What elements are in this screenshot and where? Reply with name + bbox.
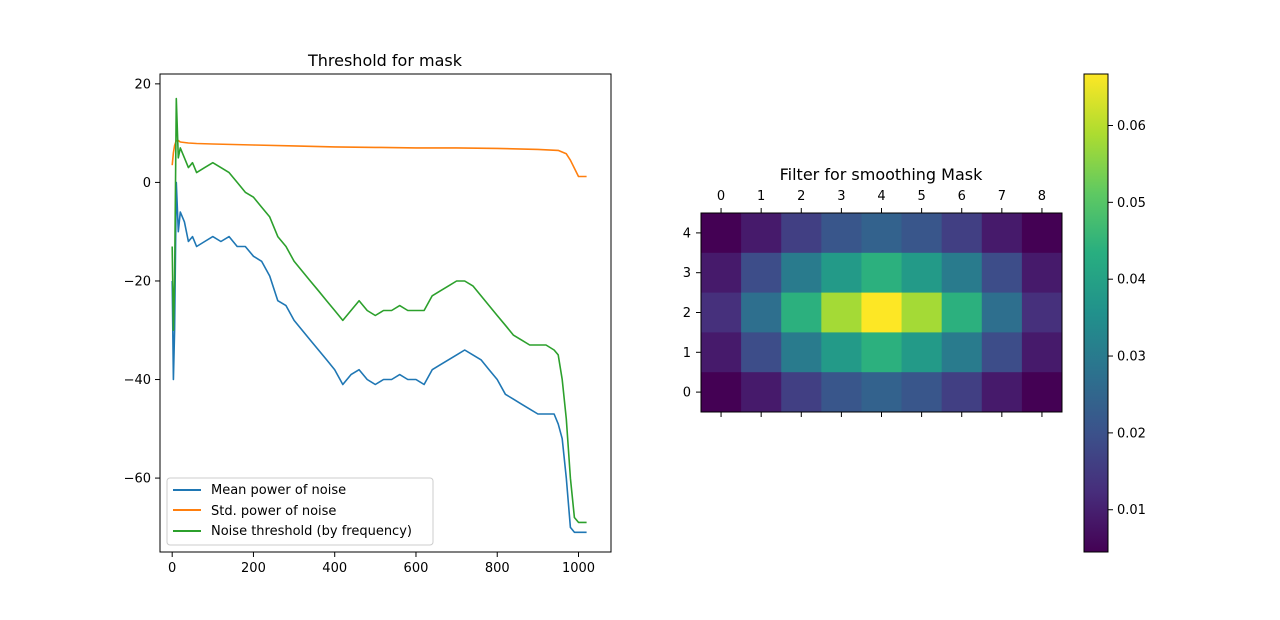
line-chart-frame	[159, 73, 612, 553]
heatmap-cell-4-2	[781, 213, 822, 254]
heatmap-cell-3-1	[741, 252, 782, 294]
heatmap-x-tick-label-5: 5	[917, 189, 925, 204]
y-tick-label-0: 20	[134, 77, 151, 92]
line-chart-title: Threshold for mask	[307, 51, 463, 70]
legend-label-mean: Mean power of noise	[211, 483, 346, 498]
x-tick-label-1: 200	[241, 561, 266, 576]
heatmap-cell-0-4	[861, 372, 903, 413]
heatmap-cell-3-7	[981, 252, 1023, 294]
heatmap-y-tick-label-0: 4	[683, 226, 691, 241]
heatmap-x-ticks: 0 1 2 3 4 5 6 7 8	[717, 189, 1046, 417]
colorbar-tick-label-4: 0.05	[1117, 196, 1146, 211]
heatmap-cell-2-7	[981, 292, 1023, 333]
x-tick-label-5: 1000	[562, 561, 595, 576]
legend-label-std: Std. power of noise	[211, 504, 336, 519]
heatmap-cell-1-1	[741, 332, 782, 373]
y-tick-label-4: −60	[124, 472, 151, 487]
heatmap-cells	[701, 213, 1063, 413]
line-series-group	[171, 97, 587, 534]
heatmap-cell-2-6	[941, 292, 983, 333]
heatmap-cell-0-1	[741, 372, 782, 413]
colorbar-tick-label-3: 0.04	[1117, 273, 1146, 288]
series-line-2	[171, 97, 587, 524]
colorbar-ticks: 0.01 0.02 0.03 0.04 0.05 0.06	[1108, 119, 1146, 518]
heatmap-cell-3-2	[781, 252, 822, 294]
heatmap-cell-1-7	[981, 332, 1023, 373]
heatmap-cell-3-6	[941, 252, 983, 294]
heatmap-cell-4-5	[901, 213, 943, 254]
heatmap-cell-4-8	[1021, 213, 1063, 254]
colorbar: 0.01 0.02 0.03 0.04 0.05 0.06	[1083, 73, 1146, 553]
heatmap-cell-3-8	[1021, 252, 1063, 294]
line-chart: Threshold for mask 0 200 400 600 800 1000 200…	[124, 51, 612, 576]
heatmap-x-tick-label-6: 6	[958, 189, 966, 204]
heatmap-cell-2-8	[1021, 292, 1063, 333]
heatmap-cell-2-3	[821, 292, 862, 333]
heatmap-cell-0-3	[821, 372, 862, 413]
y-tick-label-1: 0	[143, 176, 151, 191]
legend-box	[166, 477, 434, 546]
heatmap-cell-0-7	[981, 372, 1023, 413]
legend-label-threshold: Noise threshold (by frequency)	[211, 524, 412, 539]
heatmap-cell-3-5	[901, 252, 943, 294]
heatmap-cell-4-1	[741, 213, 782, 254]
line-chart-y-ticks: 20 0 −20 −40 −60	[124, 77, 160, 487]
heatmap-cell-2-0	[701, 292, 742, 333]
heatmap-cell-4-6	[941, 213, 983, 254]
heatmap-cell-1-5	[901, 332, 943, 373]
heatmap-y-tick-label-1: 3	[683, 266, 691, 281]
x-tick-label-0: 0	[168, 561, 176, 576]
heatmap-x-tick-label-1: 1	[757, 189, 765, 204]
heatmap-x-tick-label-3: 3	[837, 189, 845, 204]
heatmap-cell-3-0	[701, 252, 742, 294]
heatmap-y-tick-label-2: 2	[683, 306, 691, 321]
heatmap-cell-0-0	[701, 372, 742, 413]
y-tick-label-3: −40	[124, 373, 151, 388]
heatmap-y-tick-label-4: 0	[683, 386, 691, 401]
heatmap-x-tick-label-0: 0	[717, 189, 725, 204]
series-line-0	[171, 181, 587, 534]
colorbar-tick-label-0: 0.01	[1117, 503, 1146, 518]
heatmap-cell-4-3	[821, 213, 862, 254]
x-tick-label-2: 400	[322, 561, 347, 576]
heatmap-cell-3-3	[821, 252, 862, 294]
colorbar-tick-label-2: 0.03	[1117, 350, 1146, 365]
colorbar-tick-label-5: 0.06	[1117, 119, 1146, 134]
heatmap-cell-0-2	[781, 372, 822, 413]
colorbar-gradient	[1083, 73, 1109, 553]
x-tick-label-3: 600	[404, 561, 429, 576]
heatmap-x-tick-label-8: 8	[1038, 189, 1046, 204]
heatmap-cell-2-1	[741, 292, 782, 333]
heatmap-cell-2-4	[861, 292, 903, 333]
heatmap-cell-1-3	[821, 332, 862, 373]
heatmap-cell-1-4	[861, 332, 903, 373]
heatmap-title: Filter for smoothing Mask	[780, 165, 983, 184]
line-chart-x-ticks: 0 200 400 600 800 1000	[168, 552, 595, 576]
heatmap-cell-1-6	[941, 332, 983, 373]
heatmap-y-tick-label-3: 1	[683, 346, 691, 361]
heatmap-y-ticks: 4 3 2 1 0	[683, 226, 701, 401]
heatmap-cell-4-7	[981, 213, 1023, 254]
heatmap-x-tick-label-2: 2	[797, 189, 805, 204]
heatmap-cell-2-2	[781, 292, 822, 333]
heatmap-chart: Filter for smoothing Mask 0 1 2 3 4 5 6 7 8 4 3 2 1…	[683, 165, 1063, 417]
heatmap-cell-3-4	[861, 252, 903, 294]
heatmap-cell-4-4	[861, 213, 903, 254]
heatmap-cell-0-6	[941, 372, 983, 413]
heatmap-cell-1-0	[701, 332, 742, 373]
heatmap-cell-0-5	[901, 372, 943, 413]
y-tick-label-2: −20	[124, 274, 151, 289]
heatmap-cell-2-5	[901, 292, 943, 333]
heatmap-x-tick-label-7: 7	[998, 189, 1006, 204]
heatmap-cell-0-8	[1021, 372, 1063, 413]
heatmap-cell-4-0	[701, 213, 742, 254]
heatmap-cell-1-2	[781, 332, 822, 373]
x-tick-label-4: 800	[485, 561, 510, 576]
heatmap-cell-1-8	[1021, 332, 1063, 373]
legend: Mean power of noise Std. power of noise …	[166, 477, 434, 546]
heatmap-x-tick-label-4: 4	[877, 189, 885, 204]
colorbar-tick-label-1: 0.02	[1117, 426, 1146, 441]
